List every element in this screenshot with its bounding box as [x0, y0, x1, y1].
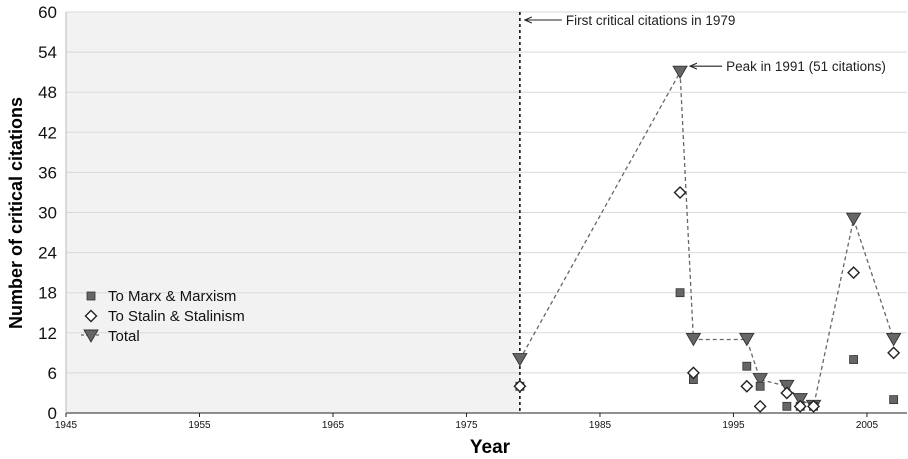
- x-tick-label-1975: 1975: [455, 420, 478, 431]
- axes: [65, 12, 907, 414]
- legend-item-to-stalin-stalinism: To Stalin & Stalinism: [84, 308, 245, 325]
- legend-label-to-stalin-stalinism: To Stalin & Stalinism: [108, 308, 245, 325]
- point-total-1991: [672, 65, 688, 80]
- series-total: [512, 65, 902, 414]
- point-total-1999: [779, 379, 795, 394]
- annotations: Peak in 1991 (51 citations): [690, 59, 886, 74]
- series-to-marx-marxism: [515, 288, 899, 411]
- point-to-stalin-stalinism-1992: [686, 366, 700, 380]
- x-tick-label-1995: 1995: [722, 420, 745, 431]
- point-to-stalin-stalinism-1991: [673, 185, 687, 199]
- y-tick-label-18: 18: [38, 284, 57, 303]
- y-tick-label-54: 54: [38, 43, 57, 62]
- point-to-marx-marxism-1999: [782, 401, 792, 411]
- legend-marker-to-marx-marxism: [86, 291, 96, 301]
- point-to-marx-marxism-1997: [755, 381, 765, 391]
- x-tick-label-1945: 1945: [55, 420, 78, 431]
- legend-label-total: Total: [108, 328, 140, 345]
- y-tick-label-6: 6: [48, 364, 57, 383]
- y-tick-label-36: 36: [38, 163, 57, 182]
- x-tick-label-2005: 2005: [856, 420, 879, 431]
- y-tick-label-0: 0: [48, 404, 57, 423]
- x-tick-label-1985: 1985: [589, 420, 612, 431]
- legend-marker-to-stalin-stalinism: [84, 309, 98, 323]
- annotation-text-0: Peak in 1991 (51 citations): [726, 59, 886, 74]
- point-to-stalin-stalinism-2004: [847, 266, 861, 280]
- point-to-marx-marxism-1996: [742, 361, 752, 371]
- series-line-total: [519, 69, 895, 408]
- point-total-2000: [792, 393, 808, 407]
- data-series: [512, 65, 902, 414]
- grid-lines: [66, 11, 907, 374]
- point-to-stalin-stalinism-1996: [740, 379, 754, 393]
- point-to-stalin-stalinism-2007: [887, 346, 901, 360]
- legend-label-to-marx-marxism: To Marx & Marxism: [108, 288, 236, 305]
- legend-item-to-marx-marxism: To Marx & Marxism: [86, 288, 236, 305]
- point-total-2007: [885, 333, 902, 347]
- point-total-1996: [739, 333, 755, 347]
- point-total-1992: [685, 333, 702, 347]
- point-to-marx-marxism-2004: [849, 355, 859, 364]
- x-axis-title: Year: [470, 437, 511, 458]
- point-to-stalin-stalinism-1999: [780, 386, 794, 400]
- y-tick-label-24: 24: [38, 244, 57, 263]
- point-to-marx-marxism-1991: [675, 288, 685, 298]
- legend-marker-total: [83, 329, 99, 343]
- x-tick-label-1965: 1965: [322, 420, 345, 431]
- y-tick-label-48: 48: [38, 83, 57, 102]
- marker-line-label: First critical citations in 1979: [566, 13, 736, 28]
- point-total-1979: [512, 353, 528, 367]
- y-tick-label-30: 30: [38, 204, 57, 223]
- point-to-stalin-stalinism-2000: [793, 399, 807, 413]
- point-total-1997: [752, 373, 768, 387]
- point-to-marx-marxism-2007: [889, 395, 899, 405]
- y-tick-label-60: 60: [38, 3, 57, 22]
- point-to-stalin-stalinism-2001: [807, 399, 821, 413]
- first-citation-marker-line: First critical citations in 1979: [519, 12, 736, 413]
- legend: To Marx & Marxism To Stalin & Stalinism To…: [81, 288, 245, 345]
- point-to-stalin-stalinism-1997: [753, 399, 767, 413]
- y-axis-title: Number of critical citations: [6, 97, 26, 329]
- y-tick-label-42: 42: [38, 123, 57, 142]
- y-tick-labels: 0 6 12 18 24 30 36 42 48 54 60: [38, 3, 57, 423]
- x-tick-labels: 1945 1955 1965 1975 1985 1995 2005: [55, 413, 879, 431]
- legend-item-total: Total: [81, 328, 140, 345]
- y-tick-label-12: 12: [38, 324, 57, 343]
- x-tick-label-1955: 1955: [188, 420, 211, 431]
- series-to-stalin-stalinism: [513, 185, 901, 413]
- point-total-2004: [845, 212, 862, 227]
- point-to-stalin-stalinism-1979: [513, 379, 527, 393]
